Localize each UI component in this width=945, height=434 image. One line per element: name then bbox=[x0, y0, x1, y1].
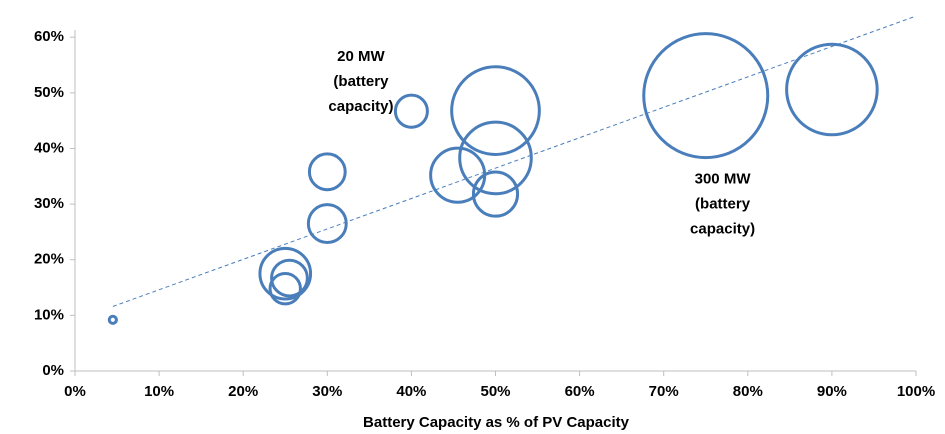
annotation: 300 MW bbox=[695, 170, 752, 187]
annotation: capacity) bbox=[690, 220, 755, 237]
bubble bbox=[268, 271, 302, 306]
annotation: 20 MW bbox=[337, 48, 385, 65]
x-tick-label: 80% bbox=[733, 383, 763, 400]
bubble bbox=[270, 258, 309, 298]
bubble bbox=[450, 65, 541, 156]
x-tick-label: 50% bbox=[480, 383, 510, 400]
annotation: capacity) bbox=[328, 98, 393, 115]
bubble bbox=[642, 32, 770, 160]
x-tick-label: 30% bbox=[312, 383, 342, 400]
x-tick-label: 0% bbox=[64, 383, 86, 400]
bubble bbox=[306, 203, 348, 245]
bubble bbox=[307, 152, 347, 192]
x-axis-label: Battery Capacity as % of PV Capacity bbox=[363, 414, 630, 431]
y-tick-label: 40% bbox=[34, 139, 64, 156]
bubble bbox=[458, 120, 533, 196]
x-tick-label: 70% bbox=[649, 383, 679, 400]
x-tick-label: 20% bbox=[228, 383, 258, 400]
x-tick-label: 10% bbox=[144, 383, 174, 400]
y-tick-label: 60% bbox=[34, 28, 64, 45]
annotation: (battery bbox=[333, 73, 389, 90]
bubble bbox=[785, 42, 879, 137]
bubble bbox=[258, 246, 313, 301]
bubble bbox=[471, 170, 520, 218]
bubble bbox=[393, 93, 429, 129]
y-tick-label: 10% bbox=[34, 306, 64, 323]
x-tick-label: 90% bbox=[817, 383, 847, 400]
y-tick-label: 30% bbox=[34, 195, 64, 212]
x-tick-label: 40% bbox=[396, 383, 426, 400]
y-tick-label: 0% bbox=[42, 362, 64, 379]
x-tick-label: 60% bbox=[565, 383, 595, 400]
y-tick-label: 20% bbox=[34, 251, 64, 268]
bubble bbox=[107, 314, 118, 325]
trendline bbox=[112, 15, 917, 307]
x-tick-label: 100% bbox=[897, 383, 935, 400]
y-tick-label: 50% bbox=[34, 84, 64, 101]
annotation: (battery bbox=[695, 195, 751, 212]
